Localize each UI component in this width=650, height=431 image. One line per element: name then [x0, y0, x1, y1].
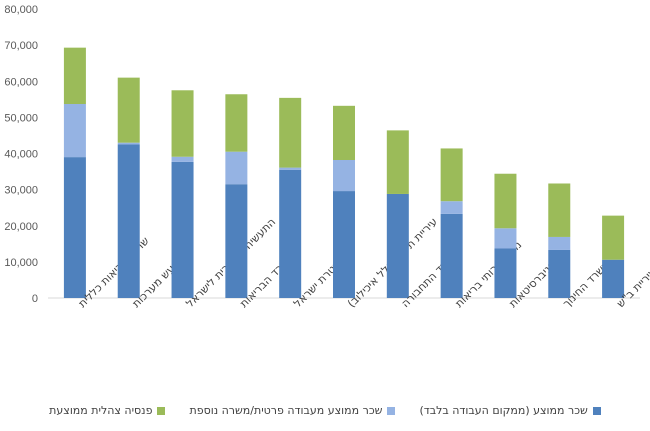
bar-segment-3: [602, 215, 625, 260]
legend-swatch: [592, 406, 601, 415]
bar-segment-1: [117, 144, 140, 298]
legend-label: שכר ממוצע מעבודה פרטית/משרה נוספת: [189, 404, 383, 417]
chart-legend: שכר ממוצע (ממקום העבודה בלבד) שכר ממוצע מ…: [0, 404, 650, 417]
bar-segment-2: [225, 151, 248, 185]
bar-segment-3: [171, 90, 194, 157]
legend-swatch: [387, 406, 396, 415]
bar-segment-2: [440, 201, 463, 214]
bar-segment-3: [117, 77, 140, 143]
bar-segment-3: [548, 183, 571, 237]
legend-item-3: פנסיה צהלית ממוצעת: [49, 404, 166, 417]
stacked-bar-chart: 0 10,000 20,000 30,000 40,000 50,000 60,000 70,…: [4, 4, 650, 310]
bar-segment-1: [225, 184, 248, 298]
y-tick-label: 10,000: [4, 257, 38, 269]
y-tick-label: 50,000: [4, 112, 38, 124]
bar-segment-2: [279, 167, 302, 170]
legend-item-2: שכר ממוצע מעבודה פרטית/משרה נוספת: [189, 404, 396, 417]
bar-segment-2: [494, 228, 517, 249]
y-tick-label: 30,000: [4, 185, 38, 197]
bar-segment-2: [117, 142, 140, 145]
y-tick-label: 20,000: [4, 221, 38, 233]
bar-segment-1: [440, 213, 463, 298]
y-tick-label: 40,000: [4, 149, 38, 161]
bar-segment-1: [548, 249, 571, 298]
y-tick-label: 0: [32, 293, 38, 305]
bar-segment-1: [279, 169, 302, 298]
bar-segment-3: [225, 94, 248, 152]
legend-item-1: שכר ממוצע (ממקום העבודה בלבד): [419, 404, 601, 417]
y-tick-label: 60,000: [4, 76, 38, 88]
bar-segment-3: [386, 130, 409, 194]
bar-segment-2: [333, 160, 355, 192]
y-tick-label: 80,000: [4, 4, 38, 16]
bar-segment-3: [279, 97, 302, 168]
bar-segment-1: [602, 259, 625, 298]
bar-segment-2: [63, 104, 86, 158]
bar-segment-1: [333, 191, 355, 298]
bar-segment-1: [171, 161, 194, 298]
bar-segment-2: [548, 236, 571, 250]
y-tick-label: 70,000: [4, 40, 38, 52]
bar-segment-1: [63, 157, 86, 298]
legend-label: פנסיה צהלית ממוצעת: [49, 404, 153, 417]
bar-segment-2: [171, 156, 194, 162]
legend-label: שכר ממוצע (ממקום העבודה בלבד): [419, 404, 588, 417]
bar-segment-3: [63, 47, 86, 105]
bar-segment-3: [440, 148, 463, 202]
bar-segment-3: [333, 105, 355, 161]
legend-swatch: [157, 406, 166, 415]
bar-segment-1: [494, 248, 517, 298]
bar-segment-1: [386, 193, 409, 298]
bar-segment-3: [494, 173, 517, 229]
